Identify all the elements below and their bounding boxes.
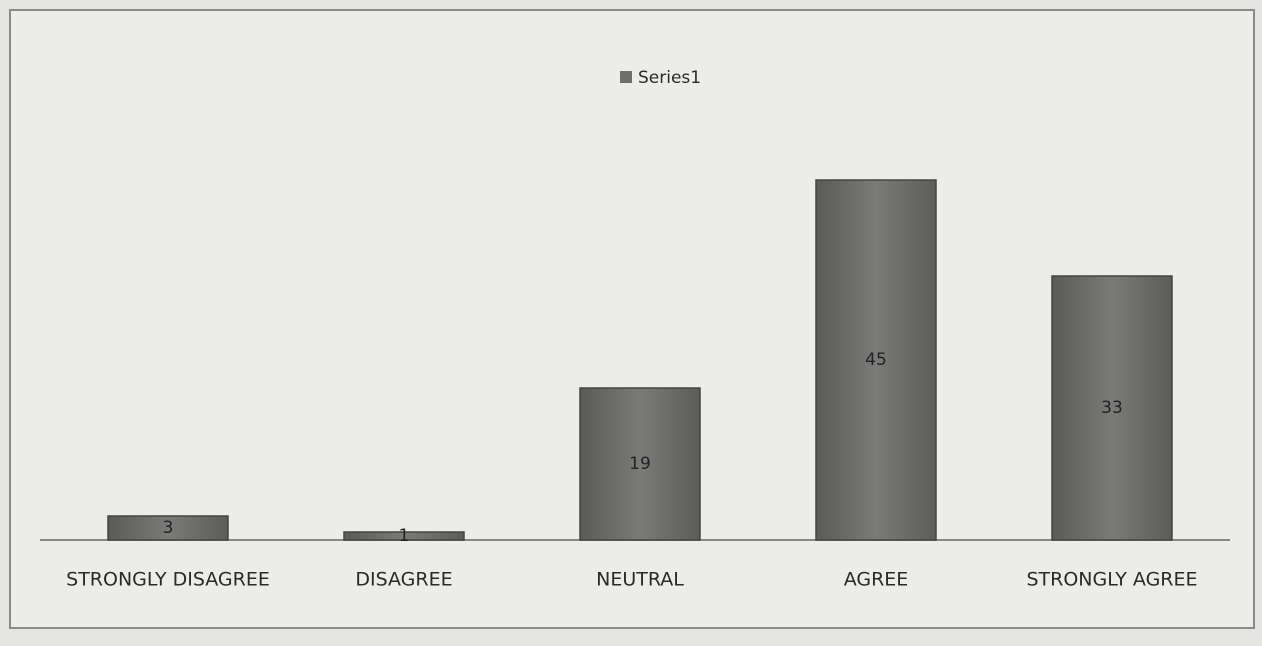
bar [1051,275,1173,541]
x-tick-label: NEUTRAL [596,569,684,591]
legend-swatch [620,71,632,83]
bar [107,515,229,541]
data-label: 1 [399,526,410,546]
x-tick-label: STRONGLY AGREE [1026,569,1197,591]
x-tick-label: AGREE [844,569,909,591]
data-label: 19 [629,454,651,474]
data-label: 3 [163,518,174,538]
legend-label: Series1 [638,68,701,88]
bar [579,387,701,541]
data-label: 33 [1101,398,1123,418]
bar [343,531,465,541]
bar [815,179,937,541]
x-tick-label: DISAGREE [355,569,452,591]
x-tick-label: STRONGLY DISAGREE [66,569,270,591]
data-label: 45 [865,350,887,370]
